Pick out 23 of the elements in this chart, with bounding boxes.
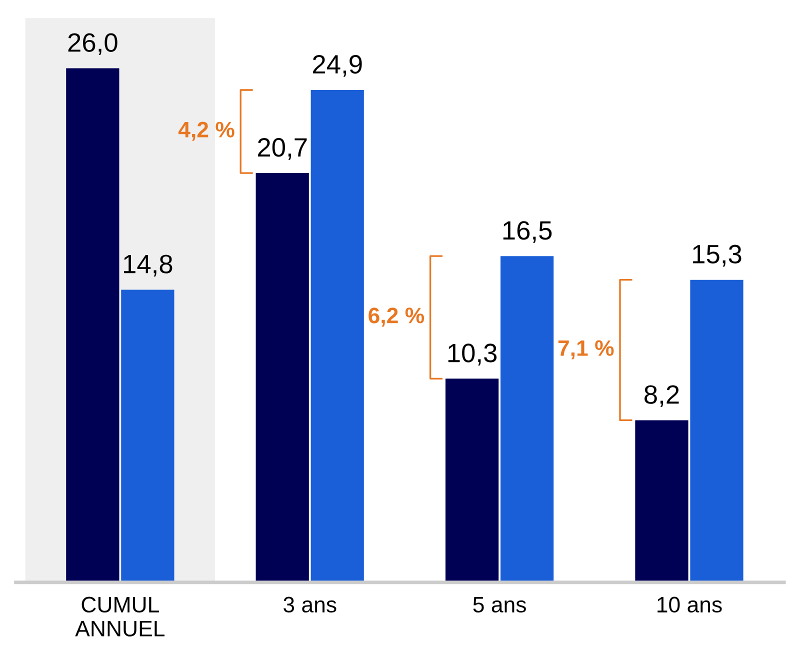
x-tick-label: 3 ans	[284, 596, 336, 613]
data-label: 16,5	[503, 221, 552, 243]
annotation: 7,1 %	[558, 340, 614, 360]
x-tick-label: 10 ans	[658, 596, 722, 613]
annotation: 6,2 %	[368, 308, 424, 327]
bar	[635, 420, 688, 582]
bar	[66, 68, 120, 582]
data-label: 20,7	[258, 138, 307, 160]
x-tick-label: CUMUL ANNUEL	[75, 596, 165, 636]
bar	[690, 280, 744, 582]
bar	[500, 256, 554, 582]
data-label: 10,3	[448, 344, 497, 366]
annotation: 4,2 %	[178, 122, 234, 141]
data-label: 8,2	[644, 385, 679, 407]
data-label: 24,9	[313, 55, 362, 77]
data-label: 15,3	[693, 244, 742, 267]
data-label: 26,0	[68, 33, 118, 56]
bar	[445, 378, 499, 582]
bar	[310, 90, 364, 582]
data-label: 14,8	[124, 254, 172, 276]
x-tick-label: 5 ans	[473, 597, 526, 613]
bar	[256, 173, 309, 582]
bar	[121, 290, 174, 582]
